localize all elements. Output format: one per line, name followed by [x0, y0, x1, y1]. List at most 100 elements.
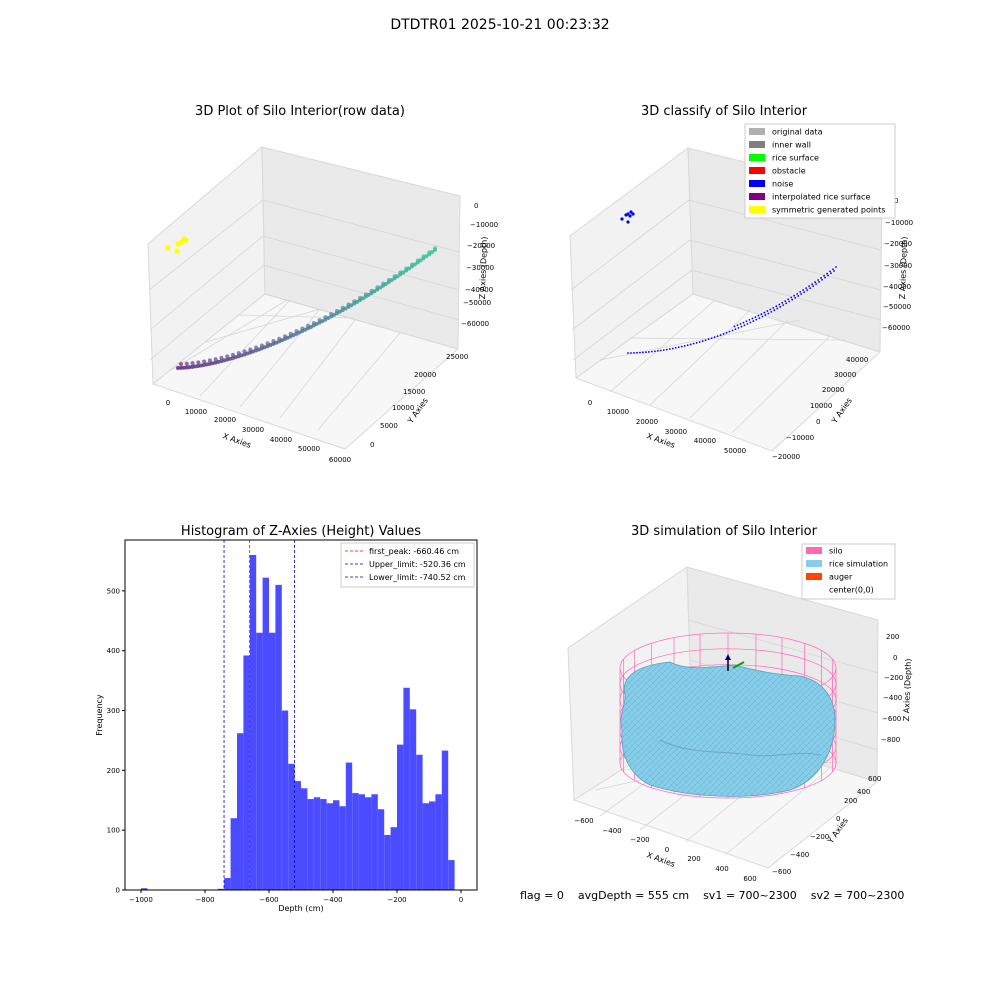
raw-data-point: [202, 359, 207, 364]
raw-data-point: [190, 361, 195, 366]
panel4-legend-label: auger: [829, 573, 853, 582]
panel1-z-tick: −30000: [466, 264, 494, 272]
panel4-y-tick: 0: [836, 815, 840, 823]
histogram-bar: [397, 744, 404, 890]
noise-point: [624, 213, 628, 217]
panel2-legend-frame: [744, 123, 896, 219]
raw-data-point: [196, 360, 201, 365]
histogram-bar: [435, 794, 442, 890]
noise-point: [812, 285, 815, 287]
noise-point: [790, 296, 793, 299]
histogram-bar: [403, 687, 410, 890]
noise-point: [722, 333, 725, 335]
panel2-legend-label: noise: [772, 180, 793, 189]
histogram-bar: [409, 709, 417, 890]
noise-point: [728, 330, 731, 333]
raw-data-point: [418, 258, 423, 263]
histogram-bar: [416, 754, 423, 890]
noise-point: [830, 272, 832, 275]
panel1-z-tick: −50000: [463, 299, 491, 307]
noise-point: [809, 287, 812, 290]
flag-text: flag = 0: [520, 889, 564, 902]
panel2-y-tick: 40000: [846, 356, 868, 364]
histogram-x-tick-label: 0: [459, 896, 463, 904]
panel2-legend-swatch: [749, 141, 765, 148]
panel4-z-tick: 200: [886, 633, 899, 641]
noise-point: [763, 311, 766, 314]
panel4-x-tick: −200: [630, 836, 649, 844]
noise-point: [626, 220, 630, 224]
panel2-legend-label: inner wall: [772, 141, 811, 150]
panel2-y-tick: 10000: [810, 402, 832, 410]
noise-point: [767, 312, 770, 315]
rice-simulation-surface: [620, 661, 836, 797]
panel1-point-cloud: [165, 236, 438, 370]
raw-data-point: [165, 245, 171, 251]
histogram-bar: [377, 809, 385, 890]
histogram-bar: [275, 584, 282, 890]
histogram-bar: [243, 655, 250, 890]
noise-point: [677, 346, 680, 349]
raw-data-point: [181, 236, 187, 242]
noise-point: [782, 304, 785, 306]
histogram-legend-label: first_peak: -660.46 cm: [369, 547, 459, 556]
raw-data-point: [378, 285, 383, 290]
raw-data-point: [398, 272, 403, 277]
noise-point: [775, 305, 778, 308]
raw-data-point: [360, 296, 365, 301]
panel4-legend-label: center(0,0): [829, 586, 874, 595]
panel2-y-tick: 30000: [834, 371, 856, 379]
histogram-bar: [365, 797, 372, 890]
histogram-x-tick-label: −1000: [129, 896, 153, 904]
noise-point: [784, 300, 787, 302]
noise-point: [772, 306, 775, 309]
raw-data-point: [369, 291, 374, 296]
histogram-legend-frame: [340, 542, 475, 588]
histogram-legend-label: Upper_limit: -520.36 cm: [369, 560, 466, 569]
histogram-bar: [422, 803, 429, 890]
panel2-legend: original data inner wall rice surface obsta…: [744, 123, 896, 219]
noise-point: [636, 351, 638, 354]
raw-data-point: [409, 264, 414, 269]
panel1-x-tick: 0: [166, 399, 170, 407]
panel1-z-tick: −40000: [465, 286, 493, 294]
noise-point: [835, 266, 837, 268]
raw-data-point: [404, 268, 409, 273]
raw-data-point: [184, 361, 189, 366]
noise-point: [823, 274, 825, 277]
panel4-z-ticks: 200 0 −200 −400 −600 −800: [881, 633, 903, 744]
panel2-z-tick: −30000: [884, 262, 912, 270]
panel2-x-tick: 10000: [607, 408, 629, 416]
noise-point: [766, 310, 769, 312]
raw-data-point: [219, 355, 224, 360]
noise-point: [639, 351, 641, 354]
noise-point: [736, 324, 739, 327]
panel4-y-ticks: −600 −400 −200 0 200 400 600: [772, 775, 881, 876]
histogram-bar: [358, 794, 365, 890]
panel2-z-tick: 0: [894, 197, 898, 205]
panel2-y-tick: 20000: [822, 386, 844, 394]
histogram-bar: [301, 788, 308, 890]
avg-depth-text: avgDepth = 555 cm: [577, 889, 690, 902]
noise-point: [779, 305, 782, 308]
noise-point: [701, 340, 704, 342]
panel4-legend-swatch: [806, 547, 822, 554]
panel4-3d-axes: −600 −400 −200 0 200 400 600 −600 −400 −…: [567, 543, 913, 883]
panel4-y-tick: −200: [810, 833, 829, 841]
raw-data-point: [184, 365, 189, 370]
histogram-bar: [333, 800, 340, 890]
panel1-x-tick: 30000: [242, 426, 264, 434]
raw-data-point: [395, 274, 400, 279]
raw-data-point: [346, 304, 351, 309]
noise-point: [689, 343, 692, 346]
panel1-y-tick: 5000: [380, 422, 398, 430]
panel2-y-tick: −20000: [772, 453, 800, 461]
panel1-x-tick: 60000: [329, 456, 351, 464]
panel4-legend-swatch: [806, 573, 822, 580]
noise-point: [683, 345, 686, 347]
histogram-chart: −1000 −800 −600 −400 −200 0 0100200300400500 …: [95, 539, 478, 913]
panel2-floor-pane: [574, 293, 881, 452]
noise-point: [770, 310, 773, 313]
panel4-z-tick: −200: [884, 674, 903, 682]
histogram-bar: [429, 801, 436, 890]
